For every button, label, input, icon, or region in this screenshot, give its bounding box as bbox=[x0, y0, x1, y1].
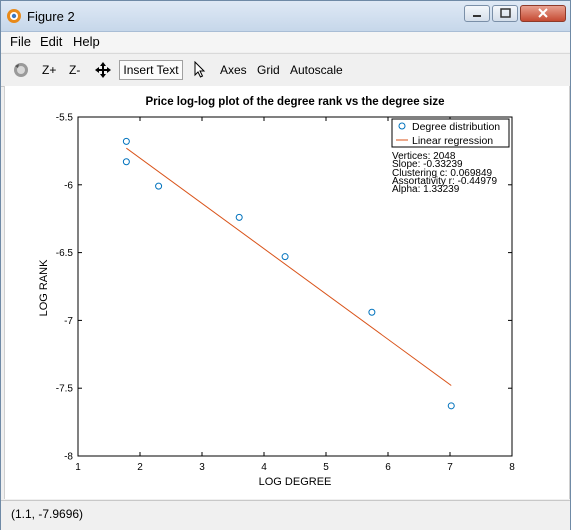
x-tick-label: 2 bbox=[137, 462, 143, 473]
axes-box bbox=[77, 116, 513, 457]
plot-frame bbox=[77, 116, 513, 457]
x-tick-label: 3 bbox=[199, 462, 205, 473]
legend-label-degree: Degree distribution bbox=[412, 121, 500, 133]
zoom-out-button[interactable]: Z- bbox=[69, 63, 81, 77]
plot-canvas[interactable]: 1 2 3 4 5 6 7 8 -5.5 -6 -6.5 -7 -7.5 -8 Price log-lo… bbox=[4, 86, 570, 499]
y-axis-label: LOG RANK bbox=[38, 259, 50, 317]
legend-marker-degree bbox=[398, 122, 406, 130]
close-button[interactable] bbox=[520, 5, 566, 22]
zoom-in-button[interactable]: Z+ bbox=[42, 63, 57, 77]
y-ticks: -5.5 -6 -6.5 -7 -7.5 -8 bbox=[56, 113, 512, 463]
y-tick-label: -7 bbox=[64, 316, 73, 327]
toolbar: Z+ Z- Insert Text Axes Grid Autoscale bbox=[1, 53, 570, 87]
status-bar: (1.1, -7.9696) bbox=[1, 500, 570, 530]
series-layer bbox=[122, 137, 455, 410]
x-axis-label: LOG DEGREE bbox=[259, 476, 332, 488]
menu-file[interactable]: File bbox=[10, 34, 31, 49]
menu-help[interactable]: Help bbox=[73, 34, 100, 49]
maximize-button[interactable] bbox=[492, 5, 518, 22]
x-tick-label: 7 bbox=[447, 462, 453, 473]
pointer-icon[interactable] bbox=[193, 61, 207, 79]
pan-icon[interactable] bbox=[94, 61, 112, 79]
y-tick-label: -8 bbox=[64, 452, 73, 463]
annotation-vertices: Vertices: 2048 bbox=[392, 151, 456, 162]
menu-bar: File Edit Help bbox=[1, 32, 570, 52]
octave-icon bbox=[7, 9, 21, 23]
annotation-slope: Slope: -0.33239 bbox=[392, 159, 463, 170]
data-point bbox=[122, 158, 130, 166]
x-tick-label: 1 bbox=[75, 462, 81, 473]
legend-label-regression: Linear regression bbox=[412, 135, 493, 147]
y-tick-label: -6.5 bbox=[56, 248, 74, 259]
maximize-icon bbox=[500, 8, 511, 18]
window-title: Figure 2 bbox=[27, 9, 75, 24]
x-ticks: 1 2 3 4 5 6 7 8 bbox=[75, 117, 515, 473]
data-point bbox=[281, 253, 289, 261]
grid-button[interactable]: Grid bbox=[257, 63, 280, 77]
data-point bbox=[447, 402, 455, 410]
title-bar: Figure 2 bbox=[1, 1, 570, 32]
annotation-alpha: Alpha: 1.33239 bbox=[392, 184, 460, 195]
plot-svg: 1 2 3 4 5 6 7 8 -5.5 -6 -6.5 -7 -7.5 -8 Price log-lo… bbox=[38, 96, 515, 488]
coordinate-readout: (1.1, -7.9696) bbox=[11, 507, 84, 521]
x-tick-label: 6 bbox=[385, 462, 391, 473]
x-tick-label: 5 bbox=[323, 462, 329, 473]
data-point bbox=[235, 213, 243, 221]
menu-edit[interactable]: Edit bbox=[40, 34, 63, 49]
regression-line bbox=[126, 147, 452, 386]
annotation-assortativity: Assortativity r: -0.44979 bbox=[392, 176, 497, 187]
axes-button[interactable]: Axes bbox=[220, 63, 247, 77]
data-point bbox=[155, 182, 163, 190]
legend[interactable]: Degree distribution Linear regression bbox=[391, 118, 510, 148]
x-tick-label: 4 bbox=[261, 462, 267, 473]
minimize-icon bbox=[473, 15, 481, 17]
autoscale-button[interactable]: Autoscale bbox=[290, 63, 343, 77]
x-tick-label: 8 bbox=[509, 462, 515, 473]
minimize-button[interactable] bbox=[464, 5, 490, 22]
y-tick-label: -6 bbox=[64, 180, 73, 191]
chart-title: Price log-log plot of the degree rank vs… bbox=[145, 96, 444, 108]
y-tick-label: -7.5 bbox=[56, 384, 74, 395]
data-point bbox=[368, 308, 376, 316]
close-icon bbox=[538, 8, 548, 18]
data-point bbox=[122, 137, 130, 145]
annotation-clustering: Clustering c: 0.069849 bbox=[392, 168, 493, 179]
rotate-icon[interactable] bbox=[12, 61, 30, 79]
insert-text-button[interactable]: Insert Text bbox=[119, 60, 183, 80]
stats-annotation: Vertices: 2048 Slope: -0.33239 Clusterin… bbox=[392, 151, 497, 195]
y-tick-label: -5.5 bbox=[56, 113, 74, 124]
